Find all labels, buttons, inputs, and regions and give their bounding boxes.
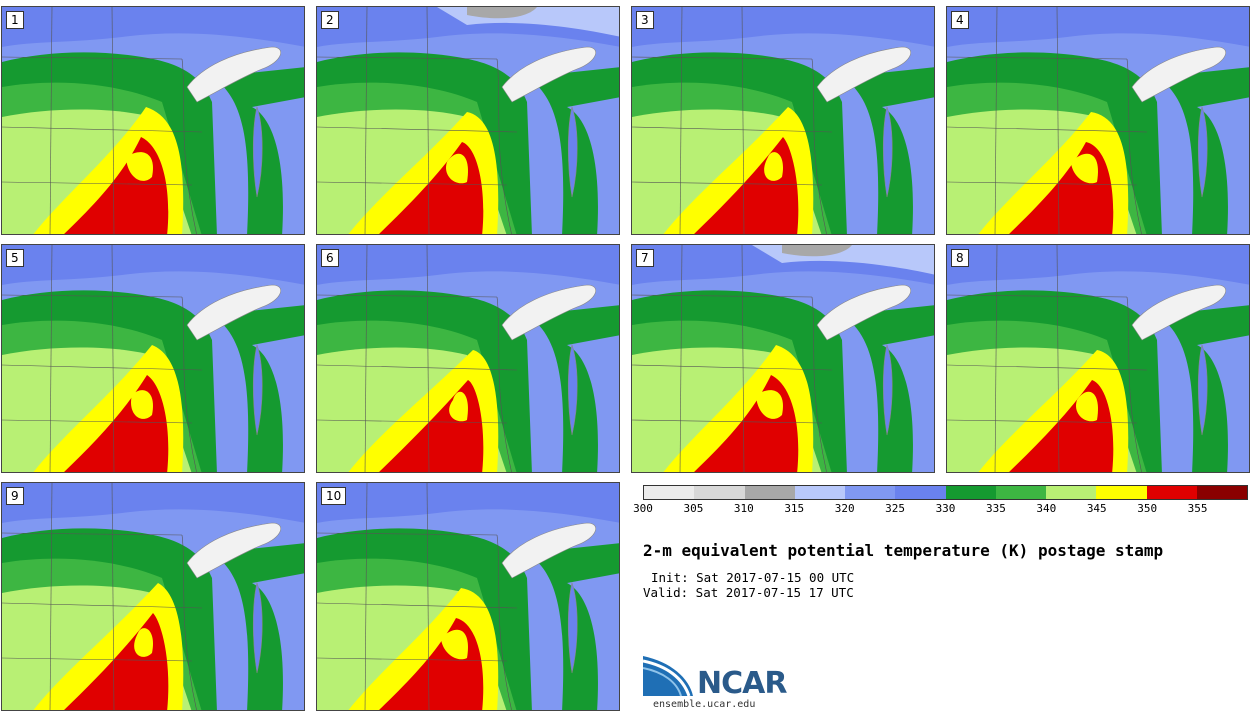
member-number: 6: [321, 249, 339, 267]
colorbar-segment: [995, 486, 1046, 499]
member-number: 3: [636, 11, 654, 29]
colorbar-segment: [1046, 486, 1097, 499]
member-number: 5: [6, 249, 24, 267]
colorbar-segment: [1146, 486, 1197, 499]
ncar-logo-icon: [643, 656, 693, 697]
member-map: [632, 245, 934, 472]
postage-stamp-9: 9: [1, 482, 305, 711]
site-url[interactable]: ensemble.ucar.edu: [653, 699, 756, 710]
colorbar-tick-label: 335: [985, 502, 1006, 515]
postage-stamp-10: 10: [316, 482, 620, 711]
postage-stamp-5: 5: [1, 244, 305, 473]
member-number: 10: [321, 487, 347, 505]
colorbar-ticks: 300 305 310 315 320 325 330 335 340 345 350 355: [633, 502, 1248, 516]
member-map: [2, 245, 304, 472]
member-map: [2, 483, 304, 710]
ncar-logo-text: NCAR: [697, 666, 787, 701]
member-map: [632, 7, 934, 234]
colorbar-segment: [1196, 486, 1247, 499]
valid-time: Valid: Sat 2017-07-15 17 UTC: [643, 585, 854, 600]
member-map: [317, 483, 619, 710]
colorbar-tick-label: 320: [834, 502, 855, 515]
postage-stamp-6: 6: [316, 244, 620, 473]
postage-stamp-8: 8: [946, 244, 1250, 473]
postage-stamp-1: 1: [1, 6, 305, 235]
member-number: 4: [951, 11, 969, 29]
colorbar-tick-label: 300: [633, 502, 653, 515]
colorbar-tick-label: 330: [935, 502, 956, 515]
plot-title: 2-m equivalent potential temperature (K)…: [643, 541, 1164, 560]
postage-stamp-3: 3: [631, 6, 935, 235]
postage-stamp-2: 2: [316, 6, 620, 235]
colorbar-segment: [895, 486, 946, 499]
colorbar-tick-label: 305: [683, 502, 704, 515]
member-map: [947, 7, 1249, 234]
colorbar-tick-label: 325: [885, 502, 906, 515]
colorbar-segment: [945, 486, 996, 499]
colorbar-segment: [794, 486, 845, 499]
member-map: [317, 245, 619, 472]
colorbar-segment: [845, 486, 896, 499]
member-map: [2, 7, 304, 234]
colorbar-segment: [694, 486, 745, 499]
member-number: 7: [636, 249, 654, 267]
colorbar-segment: [644, 486, 695, 499]
member-number: 8: [951, 249, 969, 267]
member-map: [947, 245, 1249, 472]
member-number: 2: [321, 11, 339, 29]
colorbar-tick-label: 350: [1137, 502, 1158, 515]
colorbar-tick-label: 355: [1187, 502, 1208, 515]
member-map: [317, 7, 619, 234]
colorbar-tick-label: 310: [733, 502, 754, 515]
colorbar-segment: [744, 486, 795, 499]
colorbar-tick-label: 345: [1086, 502, 1107, 515]
colorbar-tick-label: 340: [1036, 502, 1057, 515]
colorbar-segment: [1096, 486, 1147, 499]
colorbar: [643, 485, 1248, 500]
member-number: 1: [6, 11, 24, 29]
postage-stamp-4: 4: [946, 6, 1250, 235]
member-number: 9: [6, 487, 24, 505]
init-time: Init: Sat 2017-07-15 00 UTC: [651, 570, 855, 585]
colorbar-tick-label: 315: [784, 502, 805, 515]
postage-stamp-7: 7: [631, 244, 935, 473]
